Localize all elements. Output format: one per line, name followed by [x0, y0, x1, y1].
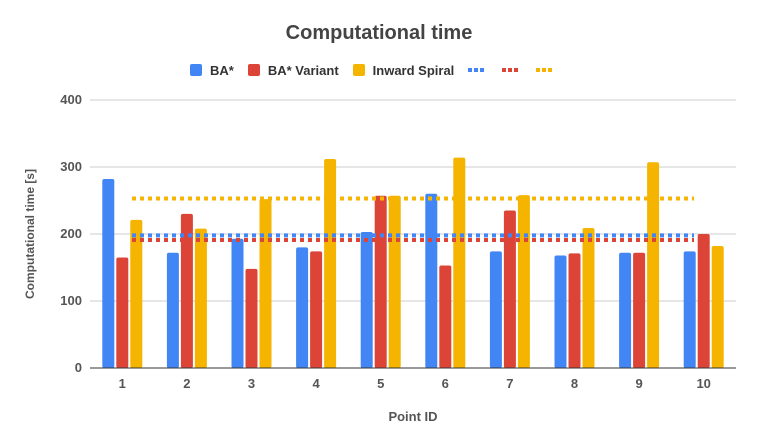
bar: [374, 195, 387, 368]
bars: [102, 157, 724, 368]
y-tick-label: 400: [60, 92, 82, 107]
x-tick-label: 3: [248, 376, 255, 391]
x-tick-label: 7: [506, 376, 513, 391]
x-tick-label: 1: [119, 376, 126, 391]
legend-swatch-inward-spiral: [352, 64, 365, 76]
legend-item-inward-spiral[interactable]: Inward Spiral: [352, 62, 455, 78]
average-lines: [132, 196, 694, 243]
y-tick-label: 200: [60, 226, 82, 241]
bar: [194, 228, 207, 368]
legend-average-line-2[interactable]: [502, 68, 520, 72]
bar: [439, 265, 452, 368]
legend-average-line-1[interactable]: [468, 68, 486, 72]
y-tick-label: 300: [60, 159, 82, 174]
bar: [633, 252, 646, 368]
bar: [102, 179, 115, 368]
y-tick-label: 100: [60, 293, 82, 308]
bar: [647, 162, 660, 368]
legend-item-ba-star[interactable]: BA*: [190, 63, 234, 78]
bar: [180, 213, 193, 368]
x-tick-label: 10: [696, 376, 710, 391]
bar: [259, 199, 272, 368]
bar: [489, 251, 502, 368]
legend-label-ba-star: BA*: [210, 62, 234, 78]
bar: [166, 252, 179, 368]
chart-title: Computational time: [285, 22, 473, 44]
bar: [388, 195, 401, 368]
bar: [683, 251, 696, 368]
bar: [554, 255, 567, 368]
bar: [568, 253, 581, 368]
bar: [425, 193, 438, 368]
bar: [582, 227, 595, 368]
x-axis-ticks: 1 2 3 4 5 6 7 8 9 10: [119, 376, 711, 391]
x-tick-label: 4: [312, 376, 320, 391]
y-tick-label: 0: [75, 360, 82, 375]
y-axis-label: Computational time [s]: [23, 169, 37, 299]
bar: [296, 247, 309, 368]
x-tick-label: 9: [635, 376, 642, 391]
legend-label-ba-star-variant: BA* Variant: [267, 62, 339, 78]
bar: [453, 157, 466, 368]
bar: [245, 268, 258, 368]
legend-swatch-ba-star: [190, 64, 202, 76]
bar: [517, 195, 530, 368]
bar: [711, 246, 724, 368]
x-tick-label: 8: [571, 376, 578, 391]
bar: [116, 257, 129, 368]
bar: [360, 231, 373, 368]
bar: [619, 252, 632, 368]
bar: [130, 219, 143, 368]
x-tick-label: 5: [377, 376, 384, 391]
x-tick-label: 6: [442, 376, 449, 391]
bar: [324, 158, 337, 368]
bar: [503, 210, 516, 368]
legend: BA* BA* Variant Inward Spiral: [190, 61, 570, 79]
bar: [310, 251, 323, 368]
legend-swatch-ba-star-variant: [247, 64, 260, 76]
legend-label-inward-spiral: Inward Spiral: [372, 62, 455, 78]
bar: [697, 234, 710, 368]
x-axis-label: Point ID: [388, 409, 437, 424]
legend-average-line-3[interactable]: [536, 68, 554, 72]
bar: [231, 238, 244, 368]
legend-item-ba-star-variant[interactable]: BA* Variant: [247, 62, 339, 78]
x-tick-label: 2: [183, 376, 190, 391]
y-axis-ticks: 0 100 200 300 400: [60, 92, 82, 375]
